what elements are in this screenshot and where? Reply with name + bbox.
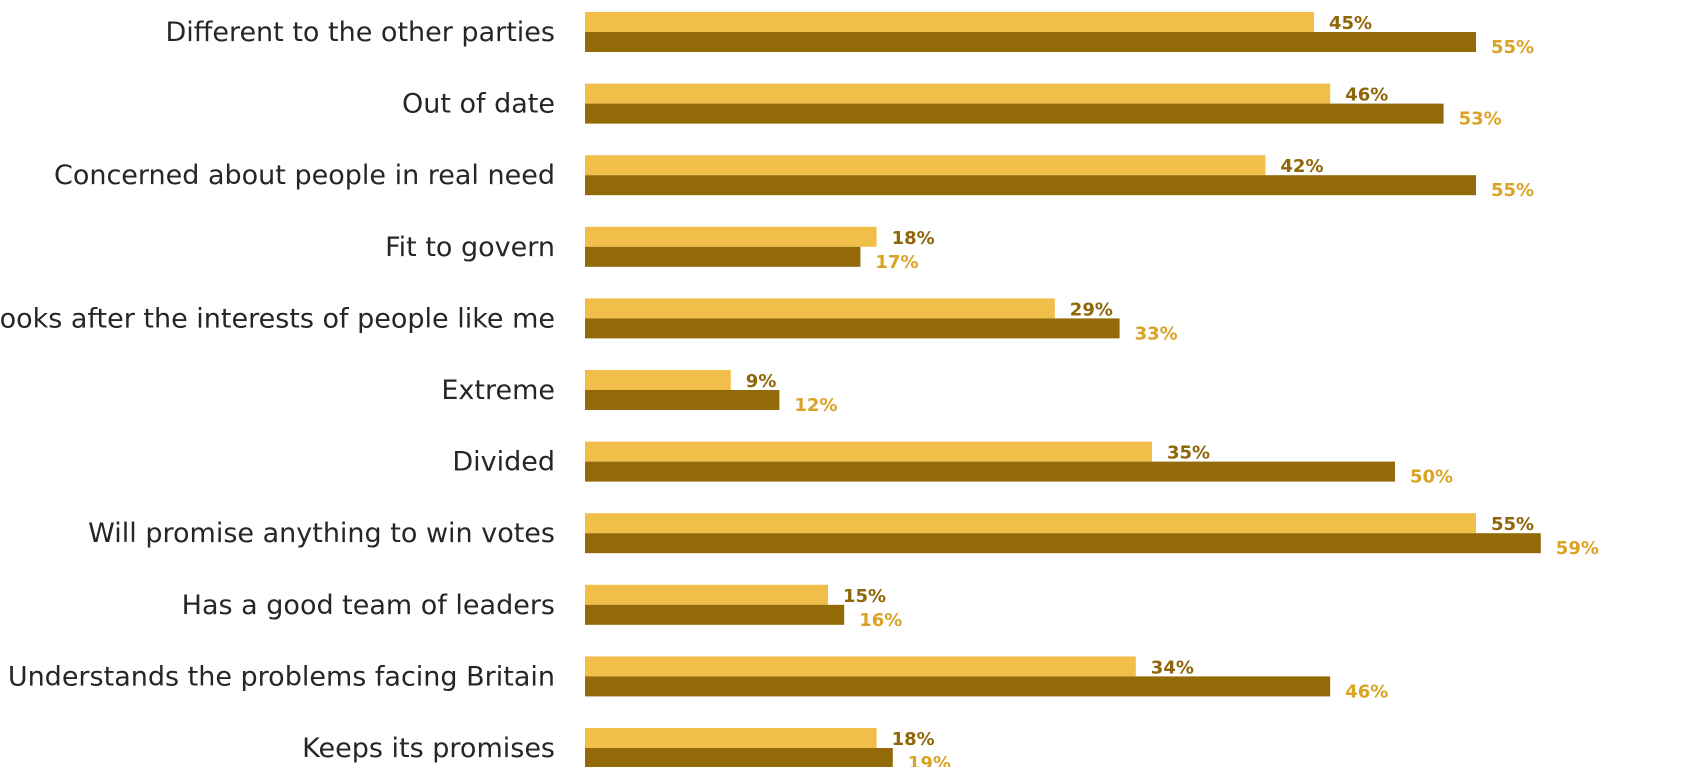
bar-series-1 — [585, 12, 1314, 32]
bar-series-2 — [585, 103, 1444, 124]
bar-series-2 — [585, 390, 780, 410]
category-label: Extreme — [441, 375, 555, 406]
value-label-series-1: 42% — [1280, 156, 1323, 177]
bar-series-2 — [585, 604, 845, 625]
category-label: Fit to govern — [385, 232, 555, 263]
value-label-series-1: 29% — [1070, 299, 1113, 320]
category-label: Looks after the interests of people like… — [0, 303, 555, 334]
bar-series-2 — [585, 676, 1331, 697]
value-labels: 45% 55% 46% 53% 42% 55% 18% 17% 29% 33% 9% 12% 35% 50… — [746, 13, 1599, 767]
value-label-series-2: 55% — [1491, 180, 1534, 201]
value-label-series-1: 18% — [892, 729, 935, 750]
bar-series-1 — [585, 728, 877, 748]
value-label-series-2: 55% — [1491, 37, 1534, 58]
value-label-series-1: 35% — [1167, 443, 1210, 464]
bar-series-1 — [585, 513, 1476, 534]
category-label: Keeps its promises — [302, 733, 555, 764]
category-label: Out of date — [402, 89, 555, 120]
category-label: Divided — [452, 447, 555, 478]
value-label-series-2: 19% — [908, 753, 951, 767]
bar-series-1 — [585, 226, 877, 247]
value-label-series-2: 33% — [1135, 323, 1178, 344]
value-label-series-1: 55% — [1491, 514, 1534, 535]
bar-series-2 — [585, 175, 1476, 196]
bar-series-1 — [585, 83, 1331, 104]
bar-series-1 — [585, 370, 731, 390]
category-label: Different to the other parties — [165, 17, 555, 48]
value-label-series-2: 53% — [1459, 109, 1502, 130]
value-label-series-1: 18% — [892, 228, 935, 249]
bar-series-2 — [585, 32, 1476, 52]
value-label-series-1: 9% — [746, 371, 777, 392]
category-label: Concerned about people in real need — [54, 160, 555, 191]
value-label-series-2: 59% — [1556, 538, 1599, 559]
bar-series-1 — [585, 584, 828, 605]
bar-series-2 — [585, 461, 1395, 482]
bar-series-1 — [585, 441, 1152, 462]
bar-series-1 — [585, 656, 1136, 677]
category-labels: Different to the other parties Out of dat… — [0, 17, 555, 764]
bars — [585, 12, 1541, 767]
category-label: Has a good team of leaders — [182, 590, 555, 621]
value-label-series-2: 16% — [859, 610, 902, 631]
value-label-series-2: 17% — [875, 252, 918, 273]
value-label-series-1: 45% — [1329, 13, 1372, 34]
bar-series-2 — [585, 748, 893, 767]
bar-series-2 — [585, 246, 861, 267]
category-label: Will promise anything to win votes — [88, 518, 555, 549]
bar-series-1 — [585, 155, 1266, 176]
category-label: Understands the problems facing Britain — [8, 661, 555, 692]
bar-series-2 — [585, 318, 1120, 339]
value-label-series-2: 46% — [1345, 681, 1388, 702]
value-label-series-2: 12% — [794, 395, 837, 416]
value-label-series-1: 46% — [1345, 85, 1388, 106]
bar-series-1 — [585, 298, 1055, 319]
value-label-series-1: 15% — [843, 586, 886, 607]
value-label-series-2: 50% — [1410, 467, 1453, 488]
value-label-series-1: 34% — [1151, 657, 1194, 678]
bar-series-2 — [585, 533, 1541, 554]
